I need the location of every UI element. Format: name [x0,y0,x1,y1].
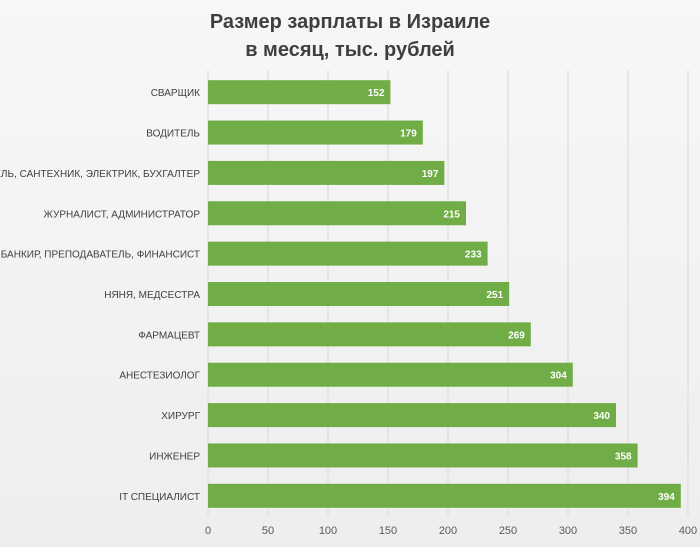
bar [208,282,510,306]
bar [208,80,391,105]
x-tick-label: 100 [319,525,337,537]
category-label: IT СПЕЦИАЛИСТ [119,492,200,503]
data-label: 358 [615,451,632,462]
x-tick-label: 50 [262,525,274,537]
bar [208,120,423,145]
data-label: 340 [593,411,610,422]
x-tick-label: 250 [499,525,517,537]
data-label: 394 [658,492,675,503]
category-label: ИНЖЕНЕР [149,451,200,462]
bar [208,403,616,428]
data-label: 179 [400,129,417,140]
data-label: 233 [465,250,482,261]
chart-title-line-1: Размер зарплаты в Израиле [209,11,491,33]
category-label: СВАРЩИК [151,88,200,99]
category-label: БАНКИР, ПРЕПОДАВАТЕЛЬ, ФИНАНСИСТ [1,250,200,261]
data-label: 269 [508,330,525,341]
x-tick-label: 150 [379,525,397,537]
data-label: 304 [550,371,567,382]
x-tick-label: 400 [679,525,697,537]
bar [208,201,466,226]
data-label: 251 [487,290,504,301]
data-label: 152 [368,88,385,99]
x-tick-label: 300 [559,525,577,537]
bar [208,322,531,347]
data-label: 197 [422,169,439,180]
x-tick-label: 0 [205,525,211,537]
chart-title-line-2: в месяц, тыс. рублей [245,39,455,61]
chart-title: Размер зарплаты в Израиле в месяц, тыс. … [0,8,700,64]
category-label: ЖУРНАЛИСТ, АДМИНИСТРАТОР [44,209,201,220]
category-label: ФАРМАЦЕВТ [138,330,200,341]
category-label: УЧИТЕЛЬ, САНТЕХНИК, ЭЛЕКТРИК, БУХГАЛТЕР [0,169,200,180]
bar [208,241,488,266]
data-label: 215 [443,209,460,220]
category-label: ХИРУРГ [161,411,200,422]
x-tick-label: 200 [439,525,457,537]
bar [208,160,445,185]
bar [208,443,638,468]
bar [208,362,573,387]
category-label: ВОДИТЕЛЬ [146,129,200,140]
category-label: НЯНЯ, МЕДСЕСТРА [104,290,200,301]
category-label: АНЕСТЕЗИОЛОГ [119,371,200,382]
bar [208,483,681,508]
x-tick-label: 350 [619,525,637,537]
